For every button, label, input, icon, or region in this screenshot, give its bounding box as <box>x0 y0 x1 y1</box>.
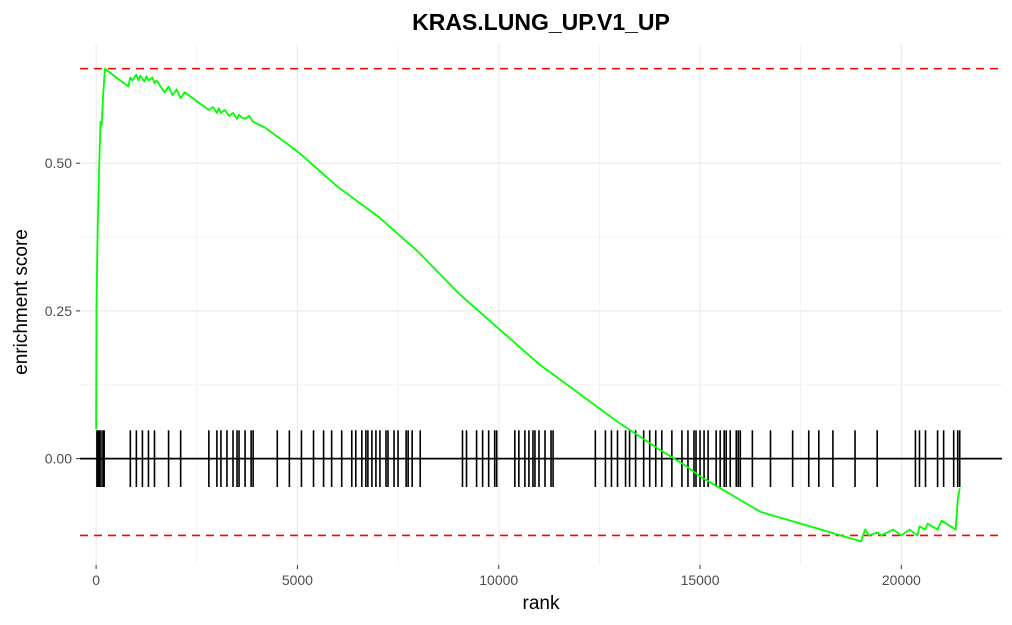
hit-marks <box>96 430 961 487</box>
running-enrichment-curve <box>95 67 961 543</box>
x-axis-ticks: 0 5000 10000 15000 20000 <box>92 565 921 588</box>
x-tick-label: 10000 <box>479 572 518 588</box>
x-tick-label: 5000 <box>282 572 313 588</box>
es-bounds <box>80 67 1002 537</box>
y-axis-ticks: 0.00 0.25 0.50 <box>45 155 80 467</box>
grid <box>80 45 1002 565</box>
y-tick-label: 0.50 <box>45 155 72 171</box>
x-tick-label: 0 <box>92 572 100 588</box>
y-axis-title: enrichment score <box>11 229 32 375</box>
y-tick-label: 0.00 <box>45 451 72 467</box>
y-tick-label: 0.25 <box>45 303 72 319</box>
x-tick-label: 15000 <box>681 572 720 588</box>
chart-title: KRAS.LUNG_UP.V1_UP <box>412 9 670 35</box>
x-tick-label: 20000 <box>882 572 921 588</box>
x-axis-title: rank <box>523 593 560 614</box>
